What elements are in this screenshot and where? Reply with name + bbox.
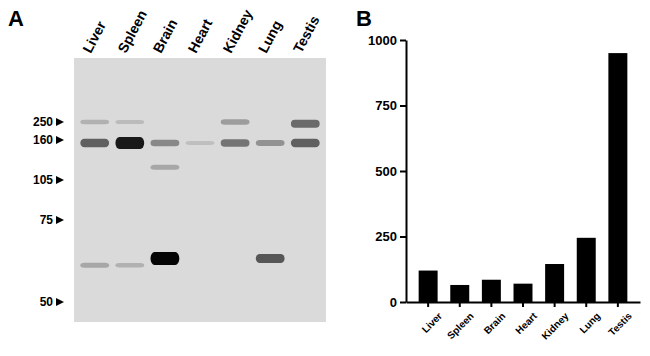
tick: Kidney bbox=[539, 302, 571, 342]
band bbox=[151, 140, 180, 147]
marker-arrow bbox=[56, 298, 64, 306]
marker-label: 160 bbox=[33, 133, 53, 147]
lane-label: Liver bbox=[79, 18, 109, 56]
tick-mark bbox=[459, 302, 461, 307]
blot-background bbox=[74, 58, 326, 322]
lane-label: Heart bbox=[185, 16, 216, 55]
tick-mark bbox=[585, 302, 587, 307]
band bbox=[115, 263, 144, 268]
band bbox=[80, 263, 109, 268]
marker-label: 105 bbox=[33, 173, 53, 187]
tick-label: 1000 bbox=[368, 33, 397, 48]
panel-label: B bbox=[356, 6, 372, 31]
tick-mark bbox=[400, 236, 406, 238]
band bbox=[291, 139, 320, 148]
tick-label: 250 bbox=[375, 229, 397, 244]
bar bbox=[608, 53, 627, 302]
tick: Lung bbox=[577, 302, 602, 335]
band bbox=[115, 120, 144, 124]
band bbox=[291, 120, 320, 128]
band bbox=[115, 137, 144, 149]
tick-mark bbox=[617, 302, 619, 307]
bars bbox=[419, 53, 628, 302]
tick: 250 bbox=[375, 229, 406, 244]
tick-label: 750 bbox=[375, 98, 397, 113]
bar bbox=[419, 271, 438, 302]
band bbox=[221, 139, 250, 147]
bar bbox=[450, 285, 469, 302]
tick-mark bbox=[554, 302, 556, 307]
tick-label: Brain bbox=[482, 310, 508, 336]
tick-mark bbox=[400, 105, 406, 107]
band bbox=[221, 119, 250, 125]
bar bbox=[577, 238, 596, 302]
band bbox=[151, 252, 180, 265]
band bbox=[256, 140, 285, 146]
tick: 1000 bbox=[368, 33, 406, 48]
tick: Spleen bbox=[445, 302, 476, 341]
tick: 0 bbox=[390, 295, 406, 310]
tick: Liver bbox=[420, 302, 445, 335]
marker-label: 75 bbox=[40, 213, 54, 227]
tick-label: 500 bbox=[375, 164, 397, 179]
tick-label: Testis bbox=[606, 310, 634, 338]
band bbox=[80, 120, 109, 125]
y-axis: 0 250 500 750 1000 bbox=[368, 33, 406, 310]
tick-label: Spleen bbox=[445, 310, 476, 341]
lane-label: Lung bbox=[255, 18, 285, 56]
tick-mark bbox=[400, 171, 406, 173]
band bbox=[256, 254, 285, 263]
tick-mark bbox=[400, 302, 406, 304]
x-axis: LiverSpleenBrainHeartKidneyLungTestis bbox=[407, 302, 641, 342]
bar bbox=[545, 264, 564, 302]
bar bbox=[514, 284, 533, 302]
lane-label: Spleen bbox=[114, 7, 150, 55]
band bbox=[80, 139, 109, 148]
band bbox=[186, 141, 215, 145]
tick: 750 bbox=[375, 98, 406, 113]
tick-mark bbox=[427, 302, 429, 307]
tick: Testis bbox=[606, 302, 634, 338]
tick-mark bbox=[522, 302, 524, 307]
marker-arrow bbox=[56, 216, 64, 224]
tick-label: Lung bbox=[577, 310, 602, 335]
marker-label: 50 bbox=[40, 295, 54, 309]
bar-panel: 0 250 500 750 1000 LiverSpleenBrainHeartKidne… bbox=[368, 33, 640, 342]
bands bbox=[80, 119, 319, 267]
marker-arrow bbox=[56, 136, 64, 144]
tick: Brain bbox=[482, 302, 508, 336]
tick-mark bbox=[490, 302, 492, 307]
tick-label: Kidney bbox=[539, 310, 571, 342]
tick-label: 0 bbox=[390, 295, 397, 310]
blot-panel: LiverSpleenBrainHeartKidneyLungTestis 250… bbox=[33, 6, 326, 322]
lane-label: Brain bbox=[149, 16, 180, 55]
marker-arrow bbox=[56, 118, 64, 126]
tick-label: Heart bbox=[513, 310, 539, 336]
tick: Heart bbox=[513, 302, 539, 336]
panel-label: A bbox=[8, 6, 24, 31]
figure: ABLiverSpleenBrainHeartKidneyLungTestis2… bbox=[0, 0, 650, 356]
tick-label: Liver bbox=[420, 310, 445, 335]
tick: 500 bbox=[375, 164, 406, 179]
marker-arrow bbox=[56, 176, 64, 184]
lane-label: Kidney bbox=[220, 6, 256, 55]
lane-label: Testis bbox=[290, 13, 323, 56]
band bbox=[151, 165, 180, 170]
bar bbox=[482, 280, 501, 302]
marker-label: 250 bbox=[33, 115, 53, 129]
tick-mark bbox=[400, 40, 406, 42]
